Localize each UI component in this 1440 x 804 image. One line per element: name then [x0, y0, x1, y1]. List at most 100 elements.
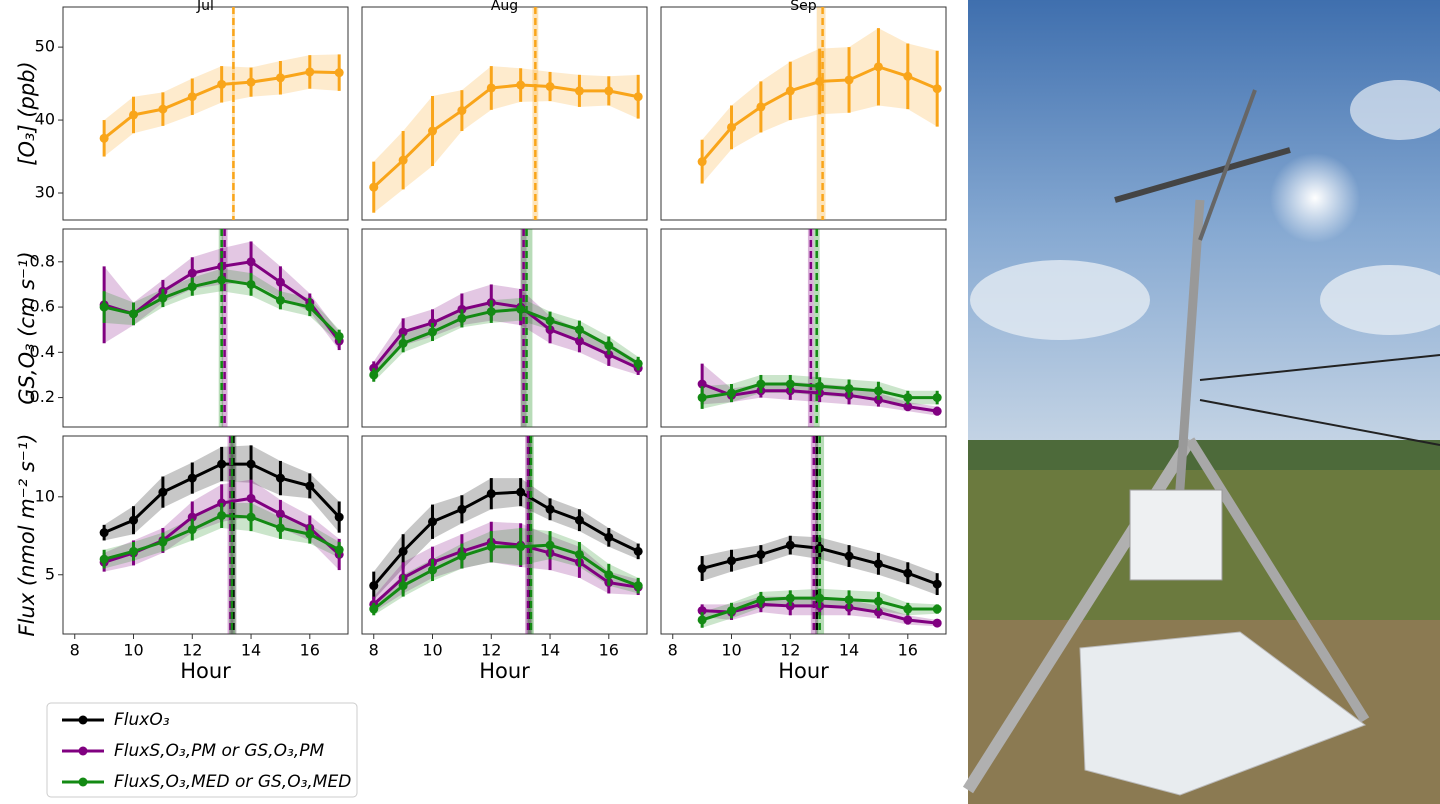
data-point	[187, 473, 197, 483]
data-point	[633, 92, 643, 102]
peak-band	[532, 7, 539, 220]
x-tick-label: 10	[123, 641, 143, 660]
data-point	[99, 528, 109, 538]
data-point	[486, 542, 496, 552]
data-point	[398, 327, 408, 337]
data-point	[158, 537, 168, 547]
data-point	[486, 307, 496, 317]
x-tick-label: 10	[422, 641, 442, 660]
x-tick-label: 12	[481, 641, 501, 660]
data-point	[873, 62, 883, 72]
y-tick-label: 0.4	[30, 342, 55, 361]
data-point	[633, 581, 643, 591]
data-point	[785, 593, 795, 603]
data-point	[129, 309, 139, 319]
data-point	[246, 493, 256, 503]
y-tick-label: 40	[35, 110, 55, 129]
data-point	[727, 606, 737, 616]
data-point	[369, 370, 379, 380]
panel: Sep	[660, 0, 947, 221]
x-tick-label: 8	[668, 641, 678, 660]
legend-marker	[78, 746, 88, 756]
data-point	[932, 604, 942, 614]
panel: 5 10 8 10 12 14 16 Hour Flux (nmol m⁻² s⁻¹)	[15, 434, 349, 683]
data-point	[844, 75, 854, 85]
data-point	[873, 596, 883, 606]
data-point	[516, 542, 526, 552]
data-point	[99, 133, 109, 143]
plot-area	[697, 229, 942, 427]
data-point	[187, 525, 197, 535]
data-point	[275, 509, 285, 519]
legend-frame	[46, 702, 358, 798]
plot-frame	[62, 435, 349, 635]
x-tick-label: 14	[839, 641, 859, 660]
plot-frame	[361, 6, 648, 221]
plot-frame	[62, 228, 349, 428]
data-point	[428, 327, 438, 337]
y-tick-label: 0.2	[30, 387, 55, 406]
error-band	[373, 284, 639, 375]
x-tick-label: 14	[241, 641, 261, 660]
legend-label: FluxO₃	[114, 710, 170, 730]
x-axis-label: Hour	[180, 659, 231, 683]
plot-frame	[361, 228, 648, 428]
data-point	[844, 595, 854, 605]
panel: Aug	[361, 0, 648, 221]
data-point	[697, 393, 707, 403]
data-point	[727, 122, 737, 132]
data-point	[545, 82, 555, 92]
data-point	[815, 593, 825, 603]
field-photo	[962, 0, 1440, 804]
data-point	[516, 80, 526, 90]
data-point	[932, 84, 942, 94]
data-point	[756, 102, 766, 112]
series-line	[372, 83, 639, 189]
data-point	[187, 92, 197, 102]
data-point	[903, 402, 913, 412]
panel	[361, 228, 648, 428]
data-point	[99, 554, 109, 564]
panel: 8 10 12 14 16 Hour	[361, 435, 648, 683]
data-point	[334, 331, 344, 341]
y-tick-label: 30	[35, 183, 55, 202]
data-point	[275, 473, 285, 483]
data-point	[697, 606, 707, 616]
x-tick-label: 16	[300, 641, 320, 660]
x-tick-label: 16	[599, 641, 619, 660]
data-point	[275, 295, 285, 305]
data-point	[428, 517, 438, 527]
data-point	[158, 487, 168, 497]
plot-area	[697, 7, 942, 220]
data-point	[604, 532, 614, 542]
plot-area	[369, 436, 643, 634]
data-point	[246, 257, 256, 267]
data-point	[246, 279, 256, 289]
data-point	[903, 393, 913, 403]
x-tick-label: 8	[369, 641, 379, 660]
y-tick-label: 0.8	[30, 251, 55, 270]
legend-label: FluxS,O₃,PM or GS,O₃,PM	[114, 741, 324, 761]
data-point	[574, 515, 584, 525]
data-point	[129, 515, 139, 525]
y-axis-label: [O₃] (ppb)	[15, 61, 39, 165]
data-point	[457, 106, 467, 116]
data-point	[398, 155, 408, 165]
error-band	[373, 521, 639, 613]
plot-area	[99, 7, 344, 220]
x-tick-label: 16	[898, 641, 918, 660]
plot-area	[369, 7, 643, 220]
data-point	[545, 504, 555, 514]
data-point	[574, 336, 584, 346]
data-point	[516, 487, 526, 497]
legend-label: FluxS,O₃,MED or GS,O₃,MED	[114, 772, 351, 792]
y-tick-label: 5	[45, 564, 55, 583]
data-point	[428, 565, 438, 575]
data-point	[727, 556, 737, 566]
panel: 0.2 0.4 0.6 0.8GS,O₃ (cm s⁻¹)	[15, 228, 349, 428]
series-line	[372, 490, 639, 587]
data-point	[873, 386, 883, 396]
data-point	[398, 581, 408, 591]
data-point	[932, 393, 942, 403]
